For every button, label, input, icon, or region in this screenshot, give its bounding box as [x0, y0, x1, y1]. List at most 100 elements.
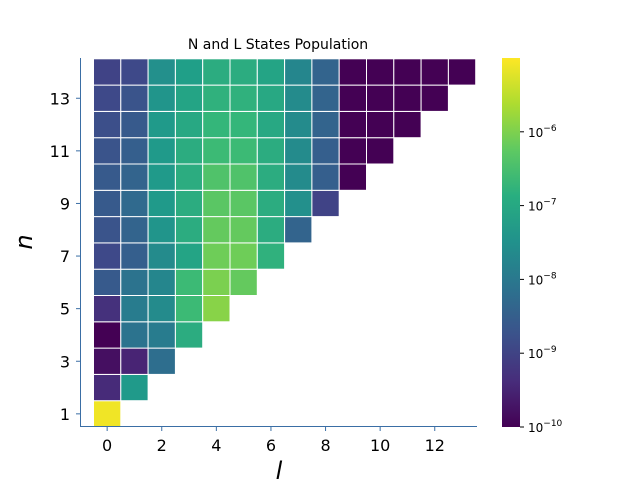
heatmap-cell: [229, 268, 258, 297]
heatmap-cell: [174, 242, 204, 270]
heatmap-cell: [174, 84, 204, 112]
heatmap-cell: [120, 58, 149, 86]
x-tick-label: 8: [320, 436, 330, 455]
heatmap-cell: [120, 84, 149, 112]
x-tick-label: 2: [157, 436, 167, 455]
heatmap-cell: [338, 110, 368, 139]
colorbar-tick-label: 10−8: [528, 271, 557, 287]
heatmap-cell: [120, 163, 149, 191]
heatmap-cell: [202, 163, 231, 191]
colorbar: [502, 58, 520, 427]
x-tick-label: 10: [370, 436, 390, 455]
y-tick-label: 9: [60, 194, 70, 213]
heatmap-cell: [366, 137, 395, 165]
heatmap-cell: [174, 110, 204, 139]
heatmap-cell: [311, 137, 340, 165]
heatmap-cell: [120, 137, 149, 165]
heatmap-cell: [229, 84, 258, 112]
heatmap-cell: [93, 189, 122, 218]
heatmap-cell: [284, 110, 313, 139]
x-tick-label: 4: [211, 436, 221, 455]
y-tick-label: 13: [50, 89, 70, 108]
heatmap-cell: [120, 110, 149, 139]
heatmap-cell: [120, 321, 149, 349]
heatmap-cell: [174, 163, 204, 191]
heatmap-cell: [229, 137, 258, 165]
heatmap-cell: [93, 137, 122, 165]
heatmap-cell: [93, 58, 122, 86]
heatmap-cell: [120, 268, 149, 297]
heatmap-cell: [256, 216, 286, 244]
heatmap-cell: [93, 110, 122, 139]
heatmap-cell: [256, 163, 286, 191]
heatmap-cell: [93, 400, 122, 428]
heatmap-cell: [311, 189, 340, 218]
heatmap-cell: [284, 216, 313, 244]
heatmap-cell: [311, 110, 340, 139]
x-axis-label: l: [276, 457, 283, 480]
heatmap-cell: [256, 137, 286, 165]
heatmap-cell: [202, 242, 231, 270]
heatmap-cell: [147, 110, 176, 139]
heatmap-cell: [366, 84, 395, 112]
heatmap-cell: [229, 189, 258, 218]
heatmap-cell: [202, 137, 231, 165]
heatmap-cell: [93, 242, 122, 270]
heatmap-cell: [366, 58, 395, 86]
heatmap-cell: [256, 189, 286, 218]
heatmap-cell: [147, 137, 176, 165]
heatmap-cell: [93, 321, 122, 349]
heatmap-cell: [202, 110, 231, 139]
heatmap-cell: [284, 58, 313, 86]
heatmap-cell: [256, 84, 286, 112]
heatmap-cell: [174, 321, 204, 349]
heatmap-cell: [174, 189, 204, 218]
y-tick-label: 11: [50, 142, 70, 161]
heatmap-cell: [256, 242, 286, 270]
heatmap-cell: [93, 84, 122, 112]
heatmap-cell: [147, 189, 176, 218]
heatmap-cell: [93, 347, 122, 375]
heatmap-cell: [147, 242, 176, 270]
heatmap-cell: [338, 163, 368, 191]
chart-title: N and L States Population: [188, 37, 368, 53]
heatmap-cell: [229, 216, 258, 244]
heatmap-cells: [93, 58, 477, 428]
heatmap-cell: [202, 216, 231, 244]
heatmap-cell: [147, 268, 176, 297]
heatmap-cell: [93, 295, 122, 323]
x-tick-label: 12: [425, 436, 445, 455]
heatmap-cell: [120, 347, 149, 375]
heatmap-cell: [202, 58, 231, 86]
heatmap-cell: [174, 216, 204, 244]
heatmap-cell: [202, 189, 231, 218]
y-tick-label: 7: [60, 247, 70, 266]
heatmap-cell: [174, 58, 204, 86]
heatmap-cell: [147, 58, 176, 86]
y-tick-label: 5: [60, 300, 70, 319]
heatmap-cell: [229, 242, 258, 270]
heatmap-cell: [120, 295, 149, 323]
heatmap-cell: [284, 137, 313, 165]
heatmap-cell: [120, 216, 149, 244]
heatmap-cell: [120, 189, 149, 218]
heatmap-cell: [338, 84, 368, 112]
heatmap-cell: [338, 58, 368, 86]
heatmap-cell: [147, 295, 176, 323]
heatmap-cell: [420, 84, 449, 112]
heatmap-cell: [202, 295, 231, 323]
colorbar-tick-label: 10−9: [528, 345, 557, 361]
x-axis-ticks: 0 2 4 6 8 10 12: [102, 427, 445, 455]
heatmap-cell: [229, 58, 258, 86]
heatmap-cell: [174, 137, 204, 165]
heatmap-cell: [93, 216, 122, 244]
heatmap-cell: [93, 373, 122, 402]
heatmap-cell: [229, 110, 258, 139]
heatmap-cell: [447, 58, 477, 86]
x-tick-label: 6: [266, 436, 276, 455]
heatmap-cell: [393, 58, 422, 86]
heatmap-cell: [284, 84, 313, 112]
heatmap-cell: [256, 58, 286, 86]
colorbar-tick-label: 10−10: [528, 419, 563, 435]
